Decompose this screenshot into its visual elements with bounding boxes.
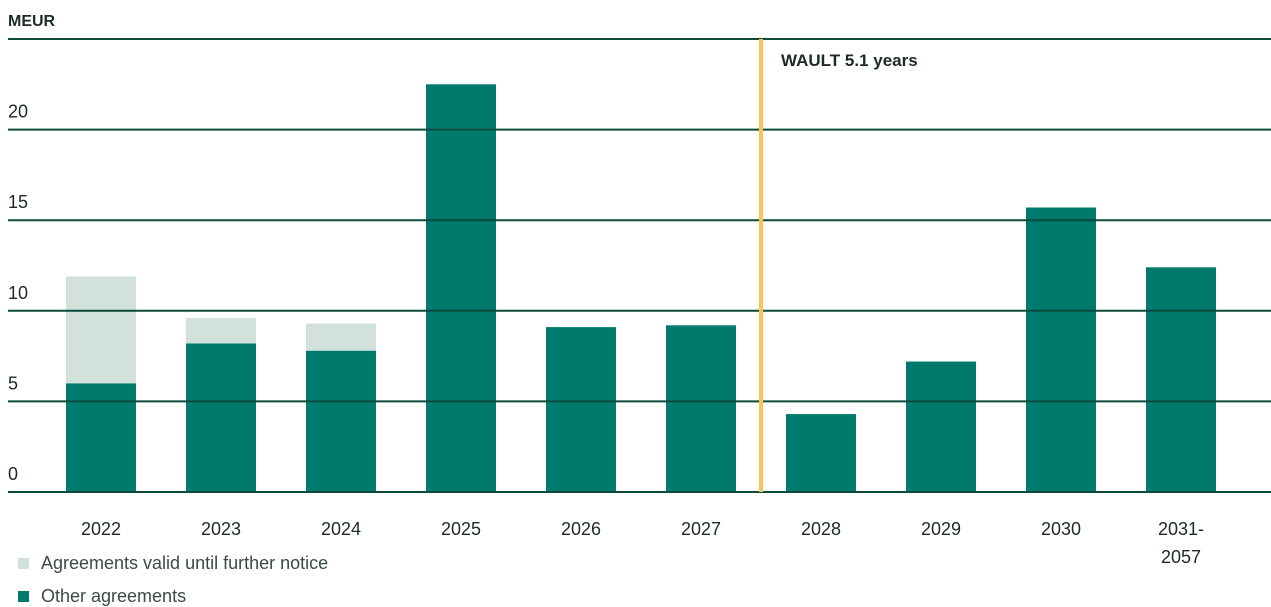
y-tick-label: 0 bbox=[8, 464, 18, 484]
legend-swatch bbox=[18, 558, 29, 569]
bar bbox=[1146, 267, 1216, 492]
bar bbox=[546, 327, 616, 492]
bar bbox=[906, 361, 976, 492]
bar bbox=[306, 350, 376, 492]
legend-item: Agreements valid until further notice bbox=[18, 553, 328, 574]
bar bbox=[306, 323, 376, 351]
bar bbox=[786, 414, 856, 492]
y-axis-label: MEUR bbox=[8, 13, 56, 30]
bar bbox=[186, 343, 256, 492]
bar bbox=[426, 84, 496, 493]
x-tick-label: 2026 bbox=[560, 519, 602, 539]
legend-label: Agreements valid until further notice bbox=[41, 553, 329, 573]
y-tick-label: 20 bbox=[8, 102, 28, 122]
x-tick-label: 2027 bbox=[680, 519, 722, 539]
y-tick-label: 5 bbox=[8, 373, 18, 393]
x-tick-label: 2022 bbox=[80, 519, 122, 539]
x-tick-label: 2030 bbox=[1040, 519, 1082, 539]
legend-swatch bbox=[18, 591, 29, 602]
legend-item: Other agreements bbox=[18, 586, 186, 607]
x-tick-label: 2029 bbox=[920, 519, 962, 539]
legend-label: Other agreements bbox=[41, 586, 187, 606]
x-tick-label: 2023 bbox=[200, 519, 242, 539]
x-tick-label: 2028 bbox=[800, 519, 842, 539]
x-tick-label: 2031- 2057 bbox=[1157, 519, 1205, 567]
bar bbox=[1026, 207, 1096, 493]
bar bbox=[666, 325, 736, 492]
bar bbox=[66, 383, 136, 492]
y-tick-label: 15 bbox=[8, 192, 28, 212]
annotation: WAULT 5.1 years bbox=[781, 51, 918, 70]
bar bbox=[66, 276, 136, 384]
y-tick-label: 10 bbox=[8, 283, 28, 303]
bar bbox=[186, 318, 256, 344]
x-tick-label: 2025 bbox=[440, 519, 482, 539]
x-tick-label: 2024 bbox=[320, 519, 362, 539]
